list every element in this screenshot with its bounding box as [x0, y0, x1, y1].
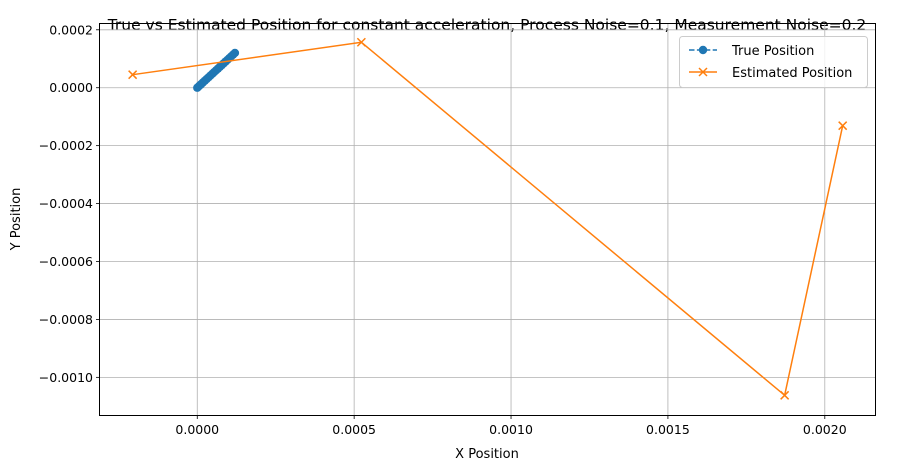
estimated-position-point [356, 37, 366, 47]
legend-estimated-position-marker [698, 67, 708, 77]
y-axis-label: Y Position [9, 188, 24, 252]
legend-true-position-marker [698, 45, 708, 55]
estimated-position-line [132, 41, 844, 397]
y-tick-label: −0.0010 [39, 370, 93, 385]
y-tick-label: 0.0002 [49, 22, 93, 37]
legend-true-position-label: True Position [731, 44, 814, 59]
estimated-position-point [780, 390, 790, 400]
legend-estimated-position-label: Estimated Position [732, 66, 852, 81]
series-estimated-position [128, 37, 848, 400]
grid-lines [100, 24, 875, 415]
legend: True Position Estimated Position [679, 36, 868, 88]
x-axis-ticks: 0.0000 0.0005 0.0010 0.0015 0.0020 [175, 415, 847, 437]
estimated-position-point [838, 121, 848, 131]
x-axis-label: X Position [455, 447, 519, 462]
chart-title: True vs Estimated Position for constant … [107, 16, 867, 34]
y-tick-label: −0.0002 [39, 138, 93, 153]
y-tick-label: −0.0008 [39, 312, 93, 327]
x-tick-label: 0.0005 [332, 422, 376, 437]
plot-area-frame [99, 23, 876, 416]
legend-box [679, 36, 868, 88]
y-axis-ticks: 0.0002 0.0000 −0.0002 −0.0004 −0.0006 −0.0008… [39, 22, 100, 385]
y-tick-label: −0.0004 [39, 196, 93, 211]
estimated-position-point [128, 70, 138, 80]
true-position-point [230, 48, 240, 58]
x-tick-label: 0.0015 [646, 422, 690, 437]
y-tick-label: −0.0006 [39, 254, 93, 269]
plot-series [128, 37, 848, 400]
series-true-position [193, 48, 240, 92]
y-tick-label: 0.0000 [49, 80, 93, 95]
x-tick-label: 0.0000 [175, 422, 219, 437]
x-tick-label: 0.0010 [489, 422, 533, 437]
x-tick-label: 0.0020 [803, 422, 847, 437]
